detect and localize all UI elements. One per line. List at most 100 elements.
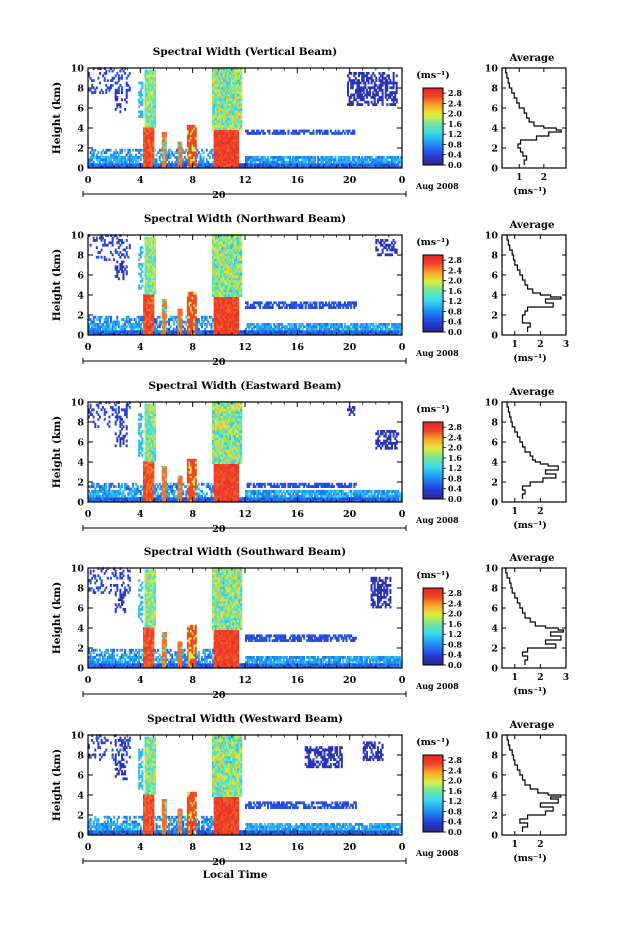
heatmap-cell (112, 79, 114, 82)
heatmap-cell (129, 89, 131, 92)
heatmap-cell (116, 106, 118, 109)
heatmap-cell (393, 86, 395, 89)
heatmap-cell (305, 161, 307, 164)
heatmap-cell (368, 72, 370, 75)
heatmap-cell (352, 103, 354, 106)
heatmap-cell (240, 108, 242, 111)
heatmap-cell (141, 110, 143, 113)
heatmap-cell (264, 132, 266, 135)
y-tick-label: 6 (77, 104, 84, 115)
heatmap-cell (281, 306, 283, 309)
heatmap-cell (140, 156, 142, 159)
heatmap-cell (237, 306, 239, 309)
heatmap-cell (140, 249, 142, 252)
heatmap-cell (240, 82, 242, 85)
heatmap-cell (165, 309, 167, 312)
heatmap-cell (129, 86, 131, 89)
heatmap-cell (240, 115, 242, 118)
heatmap-cell (141, 86, 143, 89)
heatmap-cell (240, 77, 242, 80)
heatmap-cell (116, 82, 118, 85)
heatmap-cell (126, 246, 128, 249)
heatmap-cell (393, 239, 395, 242)
heatmap-cell (126, 273, 128, 276)
heatmap-cell (358, 156, 360, 159)
heatmap-cell (101, 256, 103, 259)
heatmap-cell (165, 323, 167, 326)
heatmap-cell (211, 328, 213, 331)
heatmap-cell (240, 91, 242, 94)
heatmap-cell (154, 251, 156, 254)
heatmap-cell (124, 108, 126, 111)
heatmap-cell (237, 311, 239, 314)
heatmap-cell (207, 161, 209, 164)
heatmap-cell (382, 74, 384, 77)
heatmap-cell (156, 154, 158, 157)
heatmap-cell (97, 256, 99, 259)
heatmap-cell (355, 77, 357, 80)
heatmap-cell (105, 72, 107, 75)
heatmap-cell (363, 96, 365, 99)
heatmap-cell (196, 325, 198, 328)
heatmap-cell (159, 151, 161, 154)
heatmap-cell (341, 325, 343, 328)
heatmap-cell (141, 94, 143, 97)
heatmap-cell (116, 72, 118, 75)
colorbar-tick-label: 0.8 (448, 139, 462, 149)
heatmap-cell (137, 328, 139, 331)
heatmap-cell (140, 275, 142, 278)
heatmap-cell (240, 268, 242, 271)
heatmap-cell (386, 89, 388, 92)
heatmap-cell (360, 91, 362, 94)
heatmap-cell (389, 328, 391, 331)
heatmap-cell (347, 306, 349, 309)
heatmap-cell (154, 149, 156, 152)
heatmap-cell (96, 86, 98, 89)
heatmap-cell (154, 280, 156, 283)
heatmap-cell (195, 130, 197, 133)
heatmap-cell (195, 299, 197, 302)
heatmap-cell (305, 306, 307, 309)
heatmap-cell (313, 130, 315, 133)
heatmap-cell (93, 79, 95, 82)
x-tick-label: 4 (137, 175, 144, 186)
heatmap-cell (240, 122, 242, 125)
heatmap-cell (152, 142, 154, 145)
heatmap-cell (101, 249, 103, 252)
heatmap-cell (389, 96, 391, 99)
heatmap-cell (198, 151, 200, 154)
heatmap-cell (247, 161, 249, 164)
heatmap-cell (129, 321, 131, 324)
heatmap-cell (154, 256, 156, 259)
x-tick-label: 16 (291, 175, 305, 186)
heatmap-cell (353, 158, 355, 161)
heatmap-cell (126, 253, 128, 256)
heatmap-cell (355, 72, 357, 75)
heatmap-cell (195, 304, 197, 307)
heatmap-cell (165, 316, 167, 319)
heatmap-cell (135, 154, 137, 157)
heatmap-cell (366, 158, 368, 161)
heatmap-cell (379, 72, 381, 75)
heatmap-cell (237, 316, 239, 319)
heatmap-cell (105, 89, 107, 92)
heatmap-cell (184, 328, 186, 331)
heatmap-cell (173, 321, 175, 324)
heatmap-cell (101, 154, 103, 157)
heatmap-cell (350, 96, 352, 99)
panel-title: Spectral Width (Northward Beam) (144, 213, 346, 225)
heatmap-cell (152, 139, 154, 142)
heatmap-cell (240, 106, 242, 109)
heatmap-cell (322, 161, 324, 164)
heatmap-cell (195, 309, 197, 312)
heatmap-cell (101, 316, 103, 319)
heatmap-cell (101, 151, 103, 154)
heatmap-cell (181, 313, 183, 316)
heatmap-cell (154, 110, 156, 113)
heatmap-cell (134, 328, 136, 331)
heatmap-cell (200, 156, 202, 159)
heatmap-cell (107, 79, 109, 82)
heatmap-cell (116, 273, 118, 276)
heatmap-cell (237, 161, 239, 164)
heatmap-cell (386, 325, 388, 328)
